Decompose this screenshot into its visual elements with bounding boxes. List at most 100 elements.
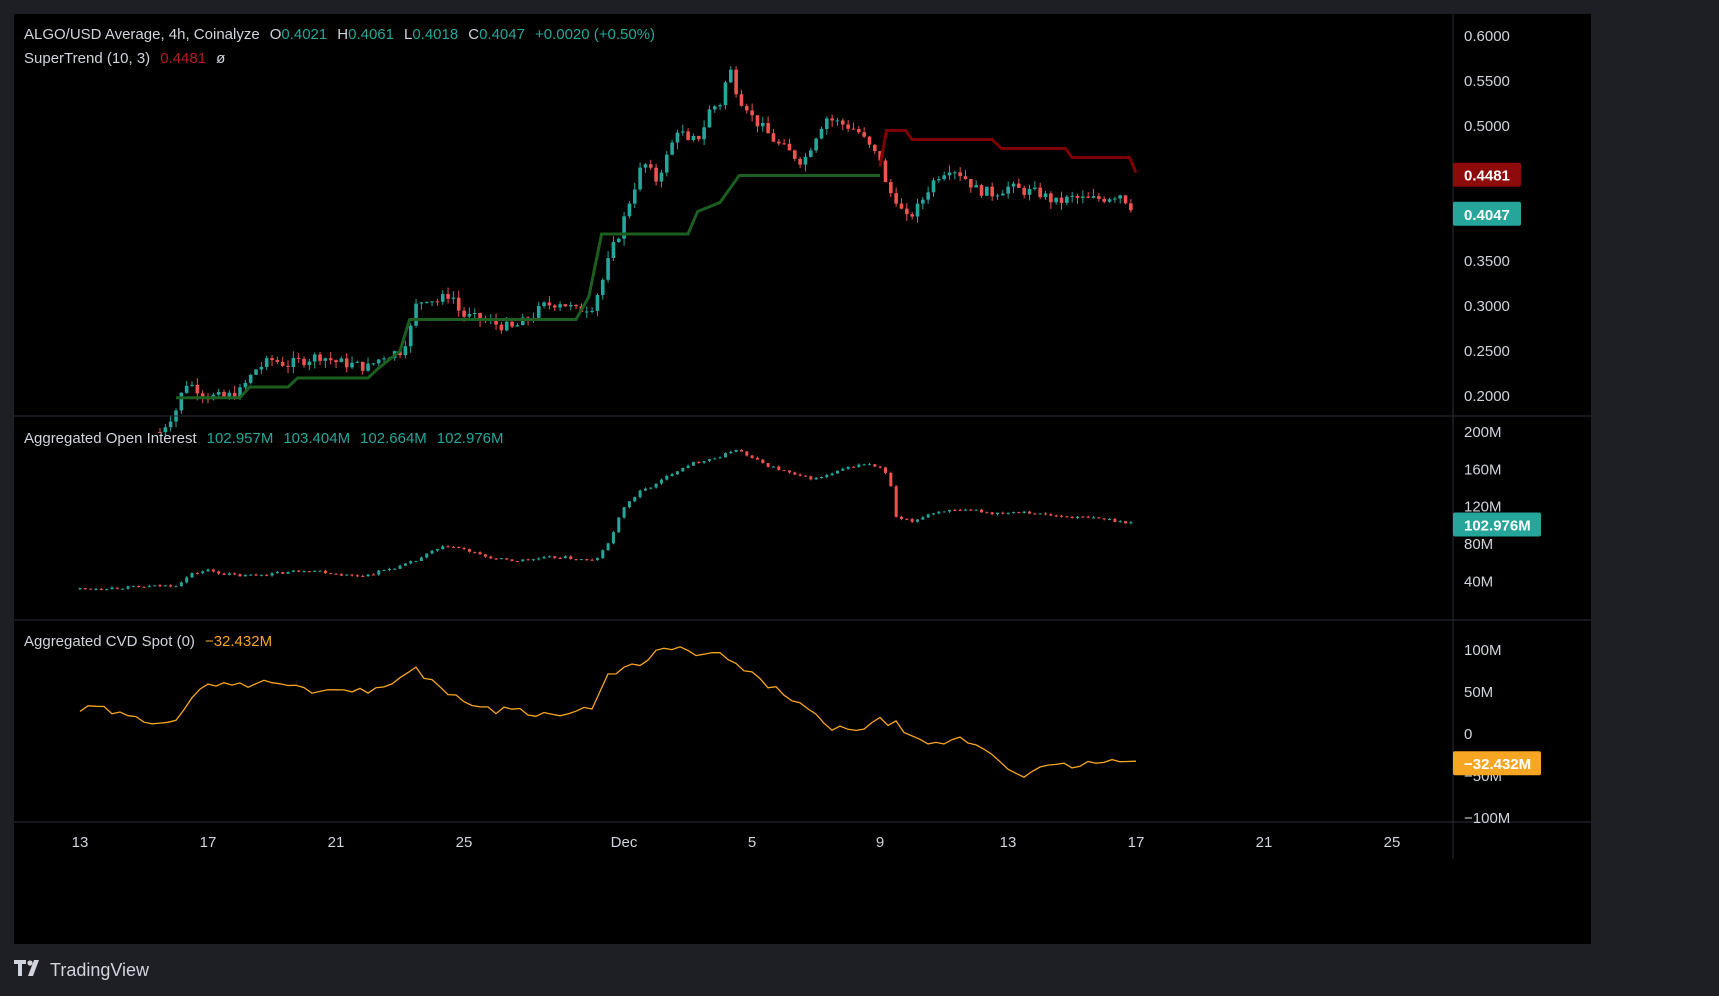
oi-candle	[110, 586, 114, 590]
oi-candle	[563, 555, 567, 559]
candle-body	[179, 392, 184, 411]
ohlc-open-label: O	[269, 26, 282, 43]
oi-candle-body	[595, 558, 599, 561]
oi-candle	[921, 516, 925, 521]
candle-body	[787, 143, 792, 151]
oi-candle	[1022, 510, 1026, 514]
candle-body	[472, 312, 477, 314]
oi-candle-body	[1108, 519, 1112, 521]
candle-body	[675, 132, 680, 143]
oi-candle-body	[899, 516, 903, 519]
candle-body	[696, 135, 701, 140]
price-candle	[782, 139, 786, 145]
candle-body	[664, 154, 669, 173]
candle-body	[718, 105, 722, 107]
oi-candle-body	[980, 509, 984, 513]
oi-candle-body	[1044, 513, 1048, 515]
oi-candle	[147, 584, 151, 588]
price-candle	[1054, 197, 1058, 205]
oi-candle-body	[766, 463, 770, 467]
oi-candle-body	[739, 449, 743, 452]
price-candle	[318, 351, 322, 366]
candle-body	[808, 150, 813, 157]
price-y-tick: 0.5500	[1464, 73, 1510, 90]
candle-body	[1070, 195, 1074, 197]
oi-candle	[841, 467, 845, 471]
candle-body	[574, 304, 578, 307]
oi-candle-body	[670, 474, 674, 476]
price-candle	[430, 301, 434, 307]
price-candle	[905, 202, 909, 221]
oi-candle	[323, 569, 327, 575]
oi-candle	[174, 585, 178, 588]
oi-candle-body	[590, 559, 594, 561]
oi-candle	[980, 508, 984, 513]
oi-candle-body	[830, 473, 834, 476]
cvd-value-badge-text: −32.432M	[1464, 756, 1531, 773]
oi-candle	[899, 515, 903, 521]
price-candle	[611, 236, 616, 261]
price-candle	[883, 158, 888, 183]
price-candle	[1049, 191, 1053, 209]
ohlc-close: 0.4047	[479, 26, 525, 43]
candle-body	[1081, 196, 1085, 198]
oi-candle-body	[435, 549, 439, 551]
oi-candle-body	[1006, 512, 1010, 514]
candle-body	[734, 69, 738, 95]
oi-candle	[974, 509, 978, 512]
symbol-title[interactable]: ALGO/USD Average, 4h, Coinalyze	[24, 26, 260, 43]
oi-candle-body	[361, 575, 365, 577]
candle-body	[232, 392, 237, 399]
oi-candle-body	[190, 573, 194, 578]
oi-candle-body	[243, 574, 247, 577]
oi-candle-body	[1102, 518, 1106, 520]
cvd-label[interactable]: Aggregated CVD Spot (0)	[24, 633, 195, 650]
oi-candle-body	[787, 470, 791, 473]
price-candle	[456, 290, 461, 317]
candle-body	[1033, 187, 1037, 189]
price-candle	[542, 301, 546, 309]
oi-candle-body	[201, 571, 205, 574]
oi-candle-body	[793, 472, 797, 475]
price-candle	[686, 128, 690, 141]
oi-candle	[905, 518, 909, 520]
tradingview-brand[interactable]: TradingView	[50, 959, 150, 980]
oi-candle	[515, 561, 519, 563]
oi-candle	[755, 456, 759, 460]
chart-canvas[interactable]: 13 17 21 25 Dec 5 9 13 17 21 25 0.6000 0.5500 0.5000 0…	[14, 14, 1591, 944]
oi-candle	[105, 588, 109, 591]
candle-body	[798, 158, 802, 165]
price-candle	[664, 150, 669, 177]
candle-body	[1059, 197, 1064, 203]
oi-candle	[862, 463, 866, 466]
candle-body	[643, 164, 648, 168]
oi-value-badge-bg	[1453, 512, 1541, 537]
supertrend-label[interactable]: SuperTrend (10, 3)	[24, 50, 151, 67]
oi-candle-body	[206, 569, 210, 572]
x-tick-label: 25	[456, 834, 473, 851]
price-candle	[590, 307, 594, 314]
candle-body	[1107, 199, 1112, 202]
oi-candle	[489, 555, 493, 559]
oi-label[interactable]: Aggregated Open Interest	[24, 430, 197, 447]
oi-candle	[281, 571, 285, 575]
price-candle	[894, 187, 898, 207]
oi-candle	[771, 465, 775, 468]
oi-candle-body	[718, 457, 722, 459]
oi-candle	[579, 558, 583, 561]
oi-candle	[553, 556, 557, 560]
ohlc-low-label: L	[403, 26, 413, 43]
price-candle	[563, 304, 568, 307]
oi-candle	[638, 489, 642, 499]
price-candle	[627, 201, 632, 219]
price-candle	[275, 356, 280, 364]
price-candle	[408, 323, 413, 353]
tradingview-logo-icon[interactable]	[14, 959, 44, 981]
candle-body	[307, 361, 312, 366]
oi-candle-body	[1097, 517, 1101, 519]
oi-candle-body	[617, 517, 621, 533]
candle-body	[1091, 196, 1096, 198]
candle-body	[627, 203, 632, 217]
oi-candle-body	[835, 470, 839, 474]
price-candle	[648, 159, 653, 171]
